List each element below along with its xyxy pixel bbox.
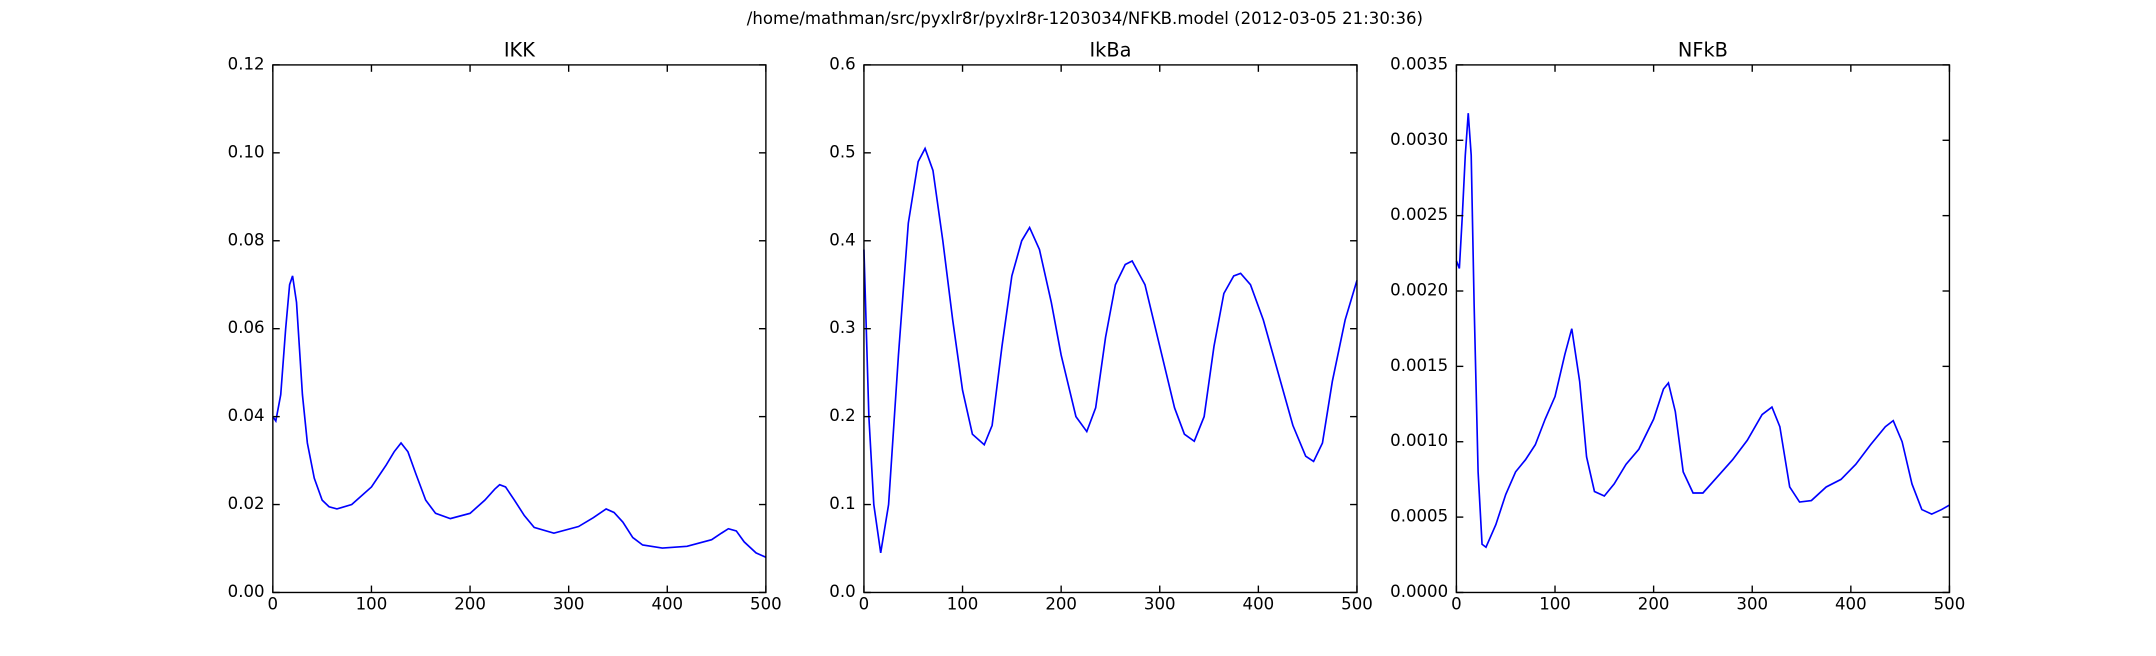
- x-tick-label: 300: [1736, 594, 1768, 613]
- y-tick-label: 0.0030: [1390, 130, 1448, 149]
- chart-title: IKK: [504, 39, 536, 62]
- x-tick-label: 0: [859, 594, 870, 613]
- y-tick-label: 0.02: [228, 494, 265, 513]
- axes-frame: [1455, 64, 1951, 594]
- y-tick-label: 0.0: [829, 582, 855, 601]
- x-tick-label: 100: [356, 594, 388, 613]
- x-tick-label: 200: [454, 594, 486, 613]
- y-tick-label: 0.0005: [1390, 507, 1448, 526]
- x-tick-label: 400: [1835, 594, 1867, 613]
- y-tick-label: 0.0015: [1390, 356, 1448, 375]
- data-line: [863, 146, 1358, 554]
- x-tick-label: 500: [1341, 594, 1373, 613]
- x-tick-label: 100: [947, 594, 979, 613]
- y-tick-label: 0.0025: [1390, 205, 1448, 224]
- y-tick-label: 0.10: [228, 142, 265, 161]
- data-line: [1455, 113, 1950, 549]
- x-tick-label: 500: [750, 594, 782, 613]
- y-tick-label: 0.1: [829, 494, 855, 513]
- y-tick-label: 0.4: [829, 230, 855, 249]
- x-tick-label: 0: [268, 594, 279, 613]
- y-tick-label: 0.6: [829, 54, 855, 73]
- x-tick-label: 200: [1045, 594, 1077, 613]
- x-tick-label: 0: [1451, 594, 1462, 613]
- x-tick-label: 100: [1539, 594, 1571, 613]
- x-tick-label: 500: [1934, 594, 1966, 613]
- x-tick-label: 300: [553, 594, 585, 613]
- x-tick-label: 200: [1638, 594, 1670, 613]
- y-tick-label: 0.0000: [1390, 582, 1448, 601]
- chart-title: NFkB: [1678, 39, 1728, 62]
- y-tick-label: 0.0035: [1390, 54, 1448, 73]
- y-tick-label: 0.08: [228, 230, 265, 249]
- figure-title: /home/mathman/src/pyxlr8r/pyxlr8r-120303…: [747, 9, 1423, 28]
- y-tick-label: 0.04: [228, 406, 265, 425]
- y-tick-label: 0.0010: [1390, 431, 1448, 450]
- data-line: [272, 275, 767, 559]
- y-tick-label: 0.3: [829, 318, 855, 337]
- y-tick-label: 0.5: [829, 142, 855, 161]
- x-tick-label: 300: [1144, 594, 1176, 613]
- axes-frame: [863, 64, 1358, 594]
- y-tick-label: 0.0020: [1390, 281, 1448, 300]
- chart-title: IkBa: [1089, 39, 1131, 62]
- y-tick-label: 0.00: [228, 582, 265, 601]
- x-tick-label: 400: [1243, 594, 1275, 613]
- y-tick-label: 0.12: [228, 54, 265, 73]
- y-tick-label: 0.2: [829, 406, 855, 425]
- axes-frame: [272, 64, 767, 594]
- x-tick-label: 400: [651, 594, 683, 613]
- y-tick-label: 0.06: [228, 318, 265, 337]
